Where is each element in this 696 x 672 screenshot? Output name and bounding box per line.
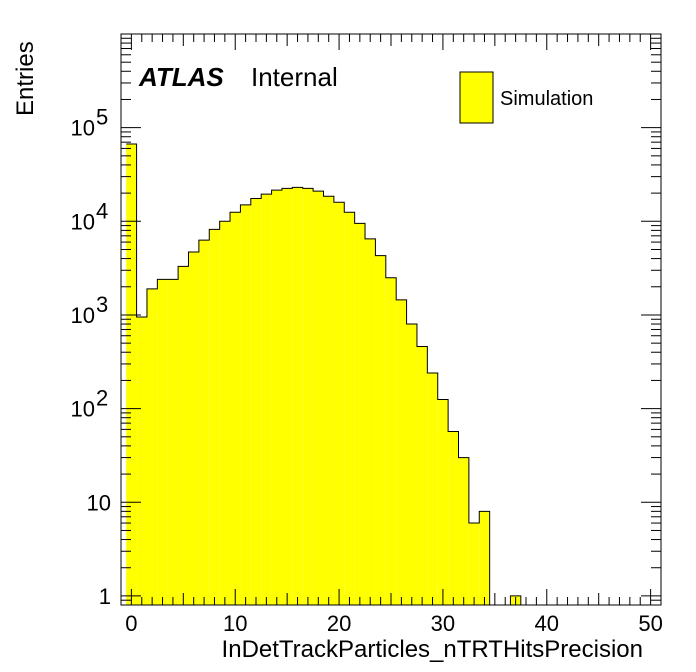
histogram-bar <box>333 202 345 605</box>
histogram-bar <box>136 317 147 605</box>
histogram-bar <box>178 266 189 605</box>
histogram-bar <box>302 188 314 605</box>
histogram-bar <box>323 196 334 605</box>
x-tick-label: 10 <box>223 611 247 636</box>
histogram-bar <box>448 431 459 605</box>
histogram-bar <box>261 194 272 606</box>
y-tick-exponent: 5 <box>96 105 108 130</box>
y-tick-label: 10 <box>87 490 111 515</box>
axis-ticks <box>120 33 662 606</box>
y-tick-label: 10 <box>71 209 95 234</box>
histogram-bar <box>188 252 199 606</box>
histogram-bar <box>479 511 490 605</box>
histogram-bar <box>437 399 449 605</box>
histogram-bar <box>406 324 417 605</box>
y-tick-exponent: 3 <box>96 292 108 317</box>
histogram-bar <box>281 188 293 605</box>
histogram-bar <box>198 240 210 605</box>
y-tick-label: 10 <box>71 116 95 141</box>
histogram-bar <box>468 523 480 605</box>
histogram-bar <box>416 346 428 605</box>
histogram-bar <box>240 204 251 605</box>
histogram-bar <box>126 143 137 605</box>
histogram-bar <box>385 277 397 605</box>
histogram-bars <box>126 143 656 606</box>
histogram-bar <box>167 279 179 605</box>
x-tick-label: 50 <box>638 611 662 636</box>
x-tick-label: 40 <box>535 611 559 636</box>
legend-label-simulation: Simulation <box>500 88 593 110</box>
x-tick-label: 0 <box>125 611 137 636</box>
histogram-bar <box>458 457 469 605</box>
histogram-bar <box>365 238 376 605</box>
x-tick-label: 30 <box>431 611 455 636</box>
legend-swatch-simulation <box>459 71 494 124</box>
y-tick-exponent: 4 <box>96 198 108 223</box>
histogram-bar <box>354 223 366 605</box>
y-tick-label: 10 <box>71 303 95 328</box>
histogram-bar <box>157 279 168 605</box>
histogram-bar <box>292 187 303 606</box>
histogram-bar <box>344 212 355 605</box>
histogram-bar <box>209 229 220 605</box>
histogram-outline <box>126 143 656 606</box>
y-tick-exponent: 2 <box>96 386 108 411</box>
histogram-bar <box>219 221 231 606</box>
histogram-bar <box>146 288 158 605</box>
histogram-bar <box>427 373 438 605</box>
histogram-bar <box>313 191 324 606</box>
y-tick-label: 1 <box>99 584 111 609</box>
histogram-bar <box>271 190 282 605</box>
y-axis-title: Entries <box>12 41 39 116</box>
x-axis-title: InDetTrackParticles_nTRTHitsPrecision <box>222 636 643 663</box>
x-tick-label: 20 <box>327 611 351 636</box>
internal-label: Internal <box>251 62 338 92</box>
histogram-bar <box>250 198 262 605</box>
legend: Simulation <box>459 71 593 124</box>
histogram-bar <box>396 299 407 605</box>
y-tick-label: 10 <box>71 397 95 422</box>
histogram-bar <box>375 255 386 606</box>
atlas-label: ATLAS <box>138 62 224 92</box>
histogram-bar <box>230 212 241 605</box>
